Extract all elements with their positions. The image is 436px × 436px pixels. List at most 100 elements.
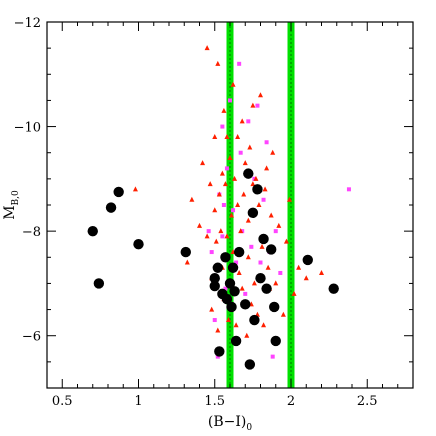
data-point-circle	[247, 207, 259, 219]
x-tick-label: 2.5	[357, 394, 378, 409]
data-point-triangle	[229, 212, 235, 218]
data-point-triangle	[189, 196, 195, 202]
data-point-triangle	[224, 134, 230, 140]
data-point-triangle	[216, 191, 222, 197]
data-point-triangle	[291, 290, 297, 296]
data-point-triangle	[221, 107, 227, 113]
data-point-triangle	[241, 191, 247, 197]
data-point-triangle	[250, 102, 256, 108]
data-point-square	[278, 270, 283, 275]
data-point-circle	[113, 186, 124, 198]
data-point-square	[273, 229, 278, 234]
data-point-triangle	[276, 222, 282, 228]
data-point-circle	[270, 335, 281, 347]
data-point-square	[209, 250, 214, 255]
data-point-circle	[105, 202, 117, 213]
data-point-square	[237, 61, 242, 66]
data-point-triangle	[132, 186, 138, 192]
data-points	[87, 45, 351, 370]
series-circle	[87, 168, 339, 370]
data-point-circle	[328, 283, 339, 294]
data-point-triangle	[236, 269, 242, 275]
data-point-circle	[212, 262, 223, 273]
data-point-triangle	[184, 259, 190, 265]
data-point-triangle	[212, 134, 218, 140]
data-point-square	[221, 203, 226, 207]
data-point-triangle	[242, 160, 248, 166]
data-point-triangle	[303, 275, 309, 281]
data-point-triangle	[270, 149, 276, 155]
vertical-band	[287, 22, 295, 388]
data-point-square	[346, 187, 351, 192]
data-point-square	[231, 208, 236, 213]
data-point-square	[258, 260, 263, 265]
data-point-triangle	[250, 181, 256, 187]
data-point-circle	[230, 335, 242, 347]
data-point-circle	[265, 244, 277, 255]
data-point-triangle	[222, 181, 228, 187]
data-point-triangle	[319, 269, 324, 275]
data-point-circle	[229, 286, 240, 297]
data-point-square	[264, 140, 269, 145]
data-point-triangle	[280, 311, 286, 317]
data-point-triangle	[239, 285, 245, 291]
data-point-triangle	[256, 202, 262, 207]
data-point-triangle	[227, 154, 233, 160]
data-point-triangle	[235, 134, 241, 140]
data-point-square	[234, 260, 239, 265]
data-point-square	[252, 176, 257, 181]
data-point-square	[215, 354, 220, 359]
vertical-band-fill	[287, 22, 295, 388]
data-point-triangle	[225, 317, 231, 323]
x-axis-label: (B−I)0	[208, 414, 252, 433]
data-point-triangle	[245, 217, 251, 223]
y-tick-label: −8	[22, 225, 41, 240]
y-tick-label: −10	[14, 121, 41, 136]
y-axis-label: MB,0	[2, 190, 21, 220]
data-point-circle	[87, 225, 98, 237]
data-point-square	[220, 124, 225, 129]
y-tick-label: −6	[22, 330, 41, 345]
data-point-square	[206, 229, 211, 234]
data-point-square	[261, 197, 266, 202]
data-point-triangle	[209, 306, 215, 312]
data-point-circle	[224, 278, 236, 289]
data-point-triangle	[224, 233, 230, 239]
data-point-circle	[240, 299, 251, 310]
data-point-square	[212, 318, 217, 323]
data-point-triangle	[265, 264, 271, 270]
data-point-triangle	[230, 81, 236, 87]
data-point-circle	[93, 278, 105, 289]
data-point-triangle	[296, 264, 302, 270]
data-point-circle	[252, 184, 263, 195]
data-point-circle	[261, 283, 272, 294]
data-point-circle	[269, 301, 280, 313]
data-point-triangle	[200, 160, 206, 166]
vertical-band	[226, 22, 234, 388]
y-tick-label: −12	[14, 16, 41, 31]
data-point-square	[228, 98, 232, 103]
data-point-triangle	[283, 238, 289, 244]
vertical-band-fill	[226, 22, 234, 388]
data-point-triangle	[251, 280, 257, 286]
data-point-circle	[233, 246, 245, 258]
data-point-triangle	[215, 60, 221, 66]
data-point-triangle	[259, 243, 265, 249]
data-point-triangle	[218, 228, 224, 234]
data-point-circle	[249, 314, 260, 326]
data-point-triangle	[235, 202, 241, 207]
data-point-circle	[220, 252, 231, 263]
data-point-triangle	[253, 175, 259, 181]
data-point-triangle	[261, 322, 267, 328]
data-point-triangle	[244, 332, 250, 338]
x-tick-label: 2	[287, 394, 295, 409]
data-point-triangle	[219, 170, 225, 176]
axis-ticks	[46, 21, 414, 388]
data-point-square	[220, 234, 225, 239]
data-point-circle	[243, 168, 254, 179]
data-point-circle	[209, 280, 220, 292]
tick-labels: 0.5 1 1.5 2 2.5 −12 −10 −8 −6	[14, 16, 378, 409]
data-point-circle	[133, 239, 144, 250]
data-point-circle	[227, 262, 239, 273]
